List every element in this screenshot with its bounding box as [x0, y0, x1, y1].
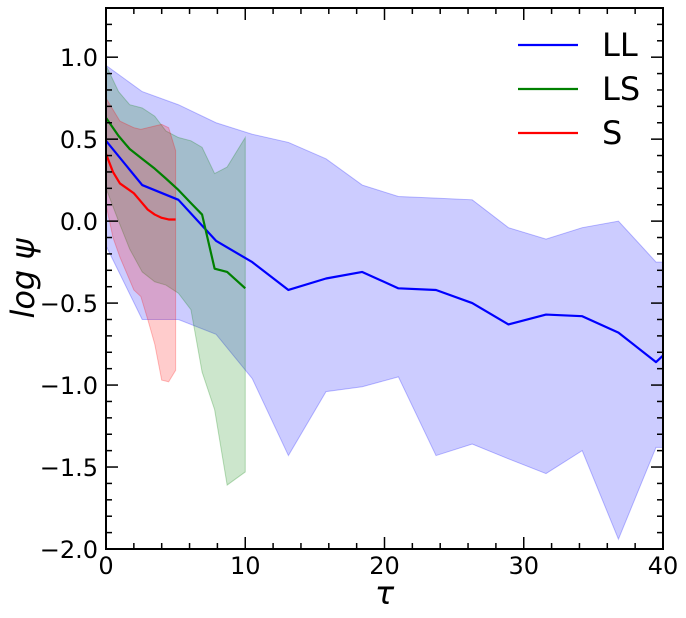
series-lines: [106, 117, 663, 364]
x-tick-label: 30: [508, 552, 539, 580]
y-axis-label: log ψ: [4, 238, 42, 319]
legend-label-ll: LL: [602, 26, 638, 64]
x-tick-label: 20: [369, 552, 400, 580]
x-tick-label: 0: [98, 552, 113, 580]
band-ll: [106, 64, 663, 541]
y-tick-label: −0.5: [40, 290, 98, 318]
confidence-bands: [106, 64, 663, 541]
band-ls: [106, 65, 246, 486]
x-tick-label: 40: [648, 552, 679, 580]
series-line-ls: [106, 117, 246, 290]
y-tick-label: −2.0: [40, 536, 98, 564]
y-tick-label: −1.0: [40, 372, 98, 400]
legend-label-ls: LS: [602, 70, 640, 108]
y-tick-label: 1.0: [60, 44, 98, 72]
series-line-s: [106, 153, 176, 221]
band-s: [106, 97, 177, 383]
series-line-ll: [106, 140, 663, 364]
x-axis-label: τ: [375, 574, 395, 612]
y-tick-labels: −2.0 −1.5 −1.0 −0.5 0.0 0.5 1.0: [40, 44, 98, 564]
x-tick-label: 10: [230, 552, 261, 580]
legend: LL LS S: [518, 26, 640, 152]
legend-label-s: S: [602, 114, 622, 152]
y-tick-label: −1.5: [40, 454, 98, 482]
axis-ticks: [105, 7, 664, 550]
x-tick-labels: 0 10 20 30 40: [98, 552, 678, 580]
y-tick-label: 0.5: [60, 126, 98, 154]
y-tick-label: 0.0: [60, 208, 98, 236]
